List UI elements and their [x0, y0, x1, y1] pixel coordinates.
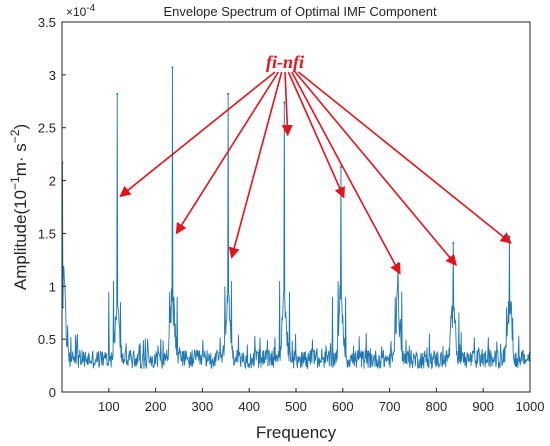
y-tick-label: 0	[49, 385, 56, 400]
x-tick-label: 1000	[516, 399, 545, 414]
spectrum-peak-point	[283, 101, 286, 104]
spectrum-peak-point	[171, 66, 174, 69]
spectrum-peak-point	[397, 262, 400, 265]
annotation-arrow	[294, 71, 457, 267]
x-tick-label: 600	[332, 399, 354, 414]
x-tick-label: 200	[145, 399, 167, 414]
x-tick-label: 300	[192, 399, 214, 414]
chart-title: Envelope Spectrum of Optimal IMF Compone…	[163, 4, 437, 19]
y-tick-label: 0.5	[38, 332, 56, 347]
annotation-arrow	[291, 71, 401, 275]
spectrum-peak-point	[508, 235, 511, 238]
annotation-arrow	[119, 71, 276, 198]
annotation-arrow	[287, 71, 345, 199]
plot-area	[62, 22, 530, 392]
x-tick-label: 700	[379, 399, 401, 414]
spectrum-peak-point	[116, 92, 119, 95]
y-tick-label: 1	[49, 279, 56, 294]
y-tick-label: 3.5	[38, 15, 56, 30]
y-axis-label: Amplitude(10−1m· s−2)	[8, 124, 30, 290]
x-tick-label: 500	[285, 399, 307, 414]
x-tick-label: 400	[238, 399, 260, 414]
y-tick-label: 1.5	[38, 226, 56, 241]
x-tick-label: 100	[98, 399, 120, 414]
x-tick-label: 800	[426, 399, 448, 414]
y-axis: 0 0.5 1 1.5 2 2.5 3 3.5	[38, 15, 66, 400]
annotation-arrow	[297, 71, 512, 244]
spectrum-line	[61, 67, 531, 370]
y-tick-label: 2.5	[38, 121, 56, 136]
y-tick-label: 3	[49, 68, 56, 83]
fi-nfi-annotation	[119, 71, 512, 275]
annotation-arrow	[228, 71, 283, 259]
annotation-arrow	[281, 71, 293, 137]
y-multiplier: ×10-4	[66, 3, 96, 19]
annotation-arrow	[175, 71, 280, 235]
y-tick-label: 2	[49, 174, 56, 189]
x-tick-label: 900	[472, 399, 494, 414]
annotation-label: fi-nfi	[266, 52, 304, 72]
spectrum-peak-point	[452, 241, 455, 244]
spectrum-peak-point	[339, 165, 342, 168]
spectrum-peak-point	[227, 92, 230, 95]
x-axis: 100 200 300 400 500 600 700 800 900 1000	[98, 388, 545, 414]
x-axis-label: Frequency	[256, 423, 337, 442]
